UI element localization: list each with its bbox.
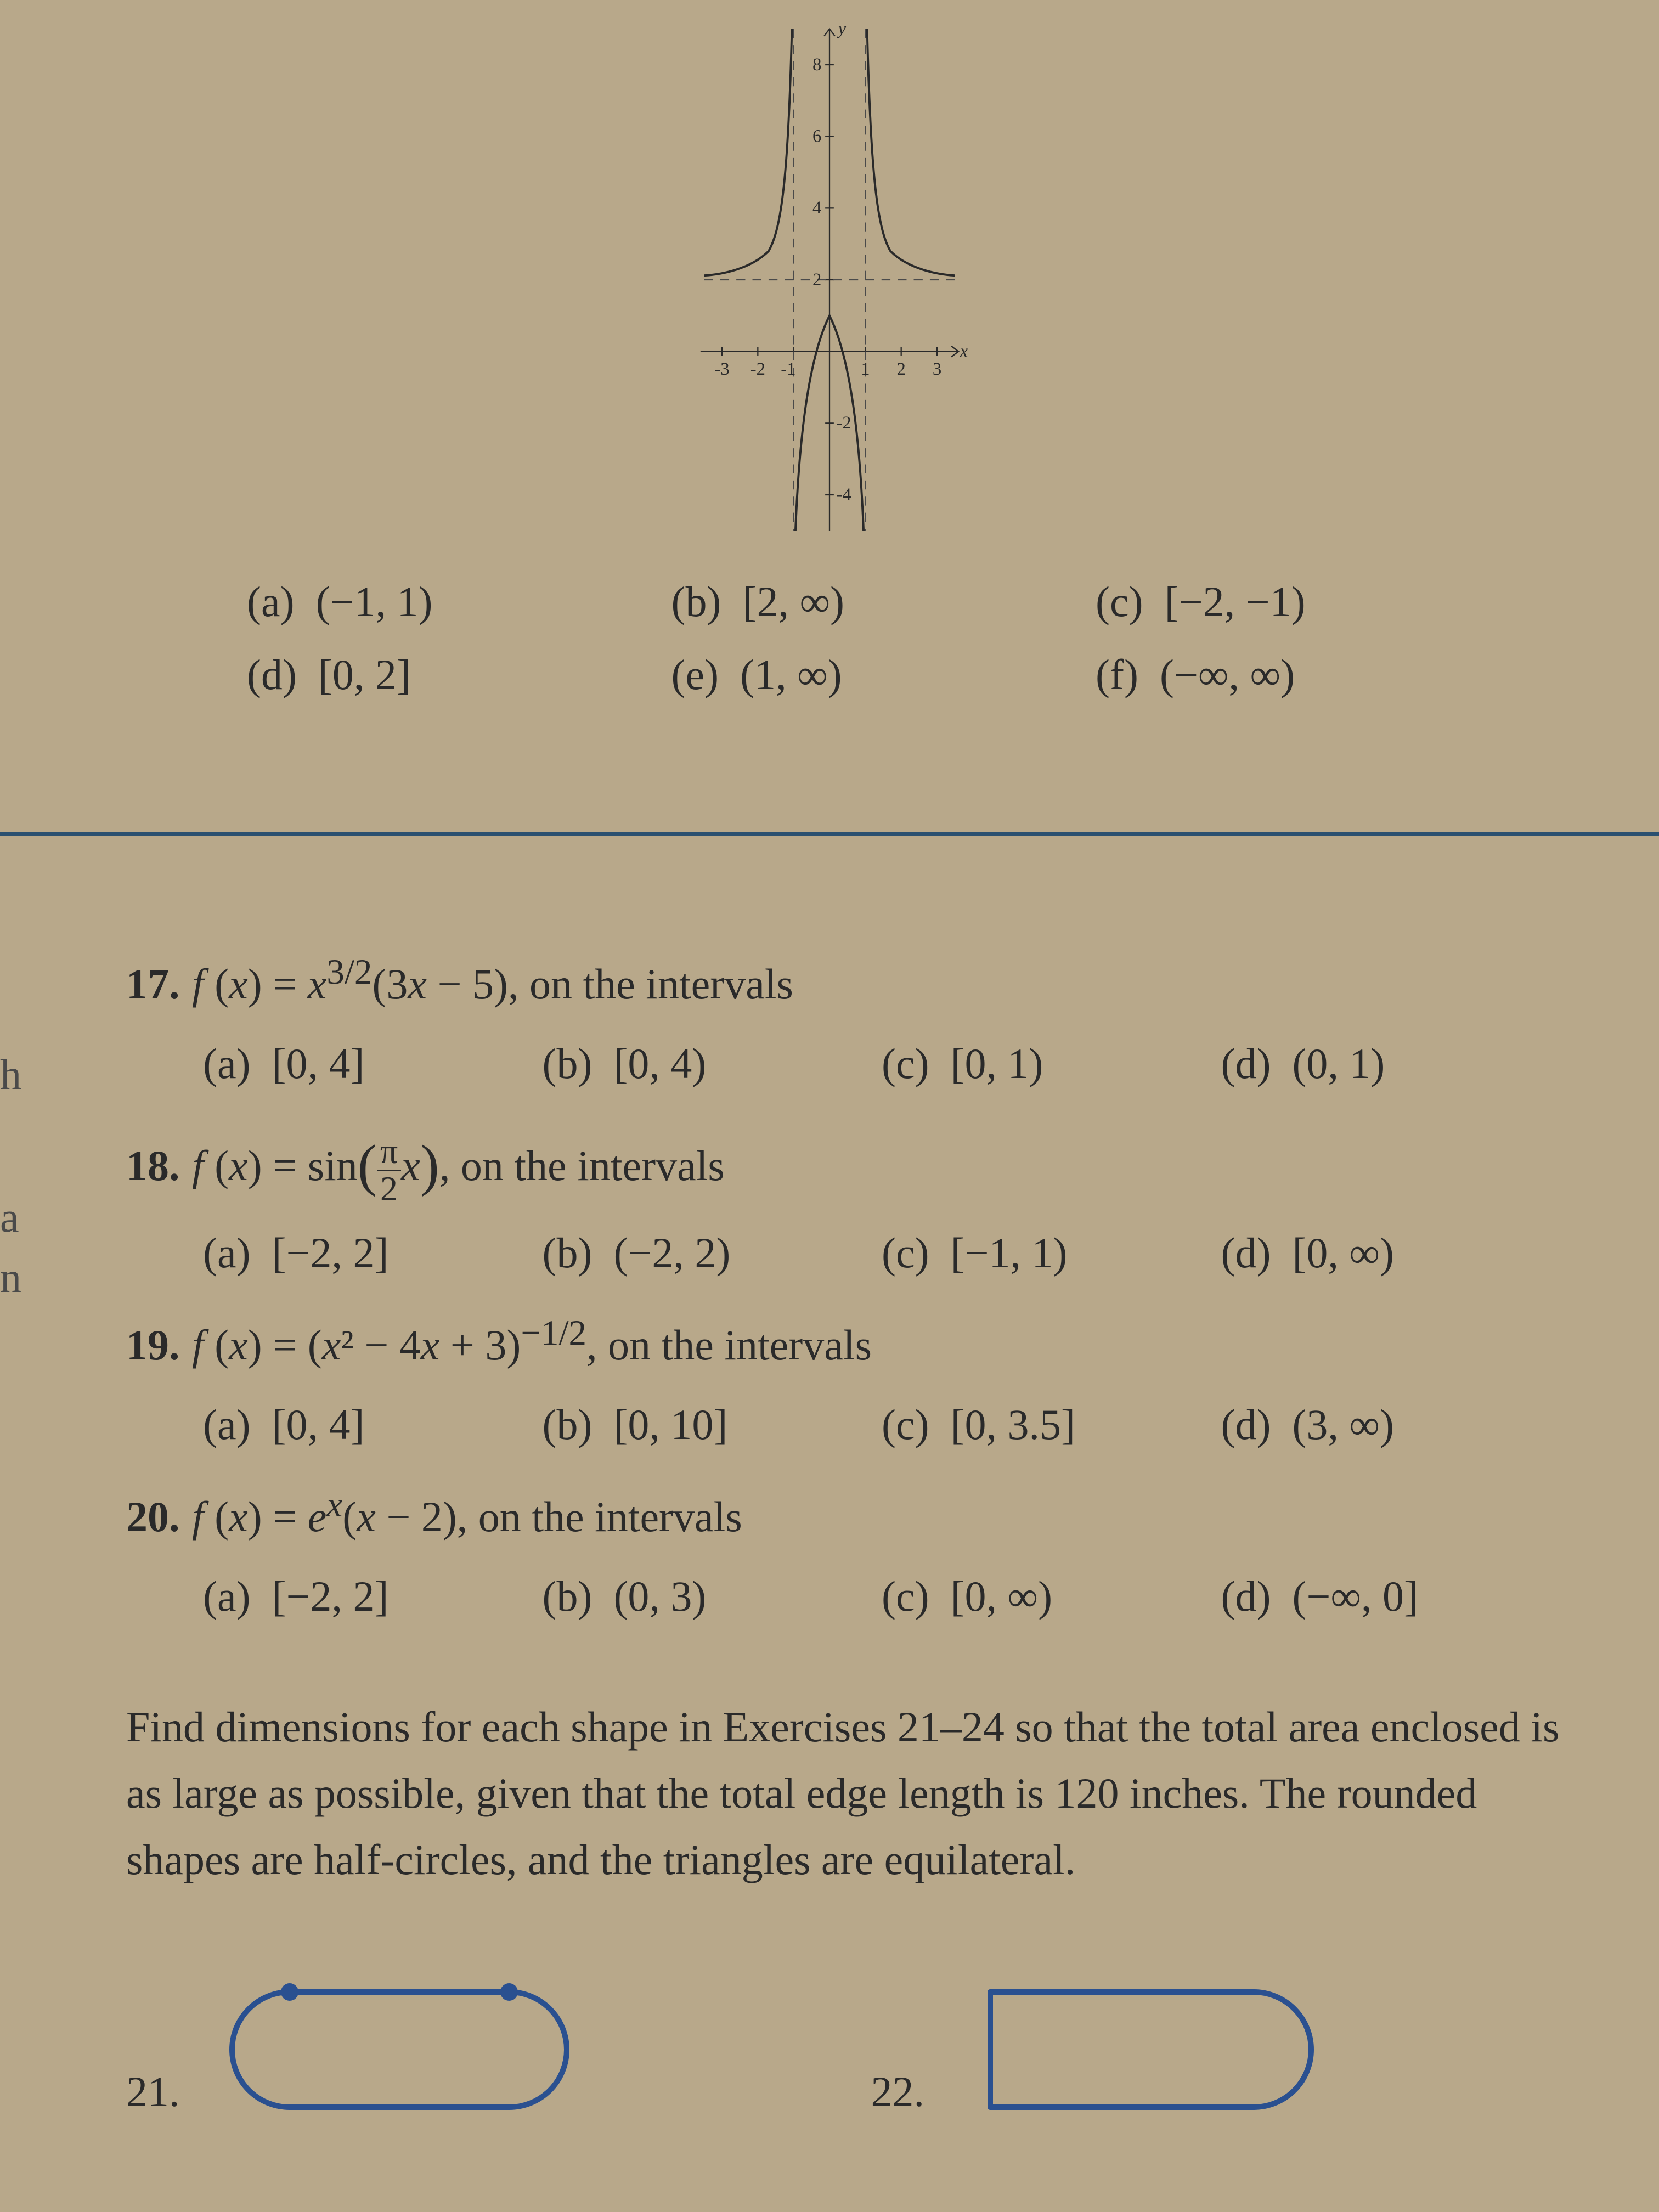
ytick-label: -4 bbox=[837, 485, 851, 505]
ytick-label: 2 bbox=[812, 270, 821, 290]
ytick-label: -2 bbox=[837, 413, 851, 433]
option-e: (e) (1, ∞) bbox=[661, 638, 1085, 711]
xtick-label: -1 bbox=[781, 359, 795, 379]
option-b: (b) [0, 10] bbox=[543, 1392, 882, 1457]
problem-20: 20.f (x) = ex(x − 2), on the intervals (… bbox=[126, 1479, 1560, 1628]
problem-22: 22. bbox=[871, 1970, 1342, 2124]
x-axis-label: x bbox=[960, 341, 968, 361]
option-b: (b) [0, 4) bbox=[543, 1031, 882, 1096]
function-graph: -3 -2 -1 1 2 3 2 4 6 8 -2 -4 x y bbox=[0, 0, 1659, 549]
option-c: (c) [−1, 1) bbox=[882, 1221, 1221, 1285]
ytick-label: 6 bbox=[812, 126, 821, 146]
xtick-label: 3 bbox=[933, 359, 941, 379]
ytick-label: 8 bbox=[812, 55, 821, 75]
problem-number: 22. bbox=[871, 2059, 925, 2124]
shapes-row: 21. 22. bbox=[0, 1893, 1659, 2124]
problem-statement: 19.f (x) = (x² − 4x + 3)−1/2, on the int… bbox=[126, 1307, 1560, 1377]
option-a: (a) [−2, 2] bbox=[203, 1564, 543, 1628]
y-axis-label: y bbox=[837, 19, 847, 38]
option-d: (d) (0, 1) bbox=[1221, 1031, 1561, 1096]
option-c: (c) [0, 1) bbox=[882, 1031, 1221, 1096]
instructions-paragraph: Find dimensions for each shape in Exerci… bbox=[0, 1650, 1659, 1893]
option-c: (c) [0, 3.5] bbox=[882, 1392, 1221, 1457]
option-b: (b) (−2, 2) bbox=[543, 1221, 882, 1285]
problem-statement: 20.f (x) = ex(x − 2), on the intervals bbox=[126, 1479, 1560, 1549]
xtick-label: -3 bbox=[714, 359, 729, 379]
problem-19: 19.f (x) = (x² − 4x + 3)−1/2, on the int… bbox=[126, 1307, 1560, 1457]
option-d: (d) (3, ∞) bbox=[1221, 1392, 1561, 1457]
graph-answer-options: (a) (−1, 1) (b) [2, ∞) (c) [−2, −1) (d) … bbox=[0, 549, 1659, 810]
problem-17: 17.f (x) = x3/2(3x − 5), on the interval… bbox=[126, 946, 1560, 1096]
rect-semicircle-shape-icon bbox=[946, 1970, 1341, 2124]
problem-number: 21. bbox=[126, 2059, 180, 2124]
option-a: (a) [−2, 2] bbox=[203, 1221, 543, 1285]
option-d: (d) [0, ∞) bbox=[1221, 1221, 1561, 1285]
option-f: (f) (−∞, ∞) bbox=[1085, 638, 1509, 711]
section-divider bbox=[0, 832, 1659, 836]
ytick-label: 4 bbox=[812, 198, 821, 218]
option-c: (c) [−2, −1) bbox=[1085, 565, 1509, 638]
problem-list: 17.f (x) = x3/2(3x − 5), on the interval… bbox=[0, 946, 1659, 1628]
option-c: (c) [0, ∞) bbox=[882, 1564, 1221, 1628]
problem-statement: 17.f (x) = x3/2(3x − 5), on the interval… bbox=[126, 946, 1560, 1016]
stadium-shape-icon bbox=[202, 1970, 597, 2124]
option-a: (a) (−1, 1) bbox=[236, 565, 661, 638]
option-d: (d) (−∞, 0] bbox=[1221, 1564, 1561, 1628]
xtick-label: -2 bbox=[751, 359, 765, 379]
problem-21: 21. bbox=[126, 1970, 597, 2124]
graph-svg: -3 -2 -1 1 2 3 2 4 6 8 -2 -4 x y bbox=[391, 11, 1268, 549]
option-b: (b) (0, 3) bbox=[543, 1564, 882, 1628]
option-d: (d) [0, 2] bbox=[236, 638, 661, 711]
option-a: (a) [0, 4] bbox=[203, 1392, 543, 1457]
option-b: (b) [2, ∞) bbox=[661, 565, 1085, 638]
xtick-label: 2 bbox=[897, 359, 906, 379]
problem-statement: 18.f (x) = sin(π2x), on the intervals bbox=[126, 1118, 1560, 1205]
xtick-label: 1 bbox=[861, 359, 870, 379]
option-a: (a) [0, 4] bbox=[203, 1031, 543, 1096]
problem-18: 18.f (x) = sin(π2x), on the intervals (a… bbox=[126, 1118, 1560, 1285]
